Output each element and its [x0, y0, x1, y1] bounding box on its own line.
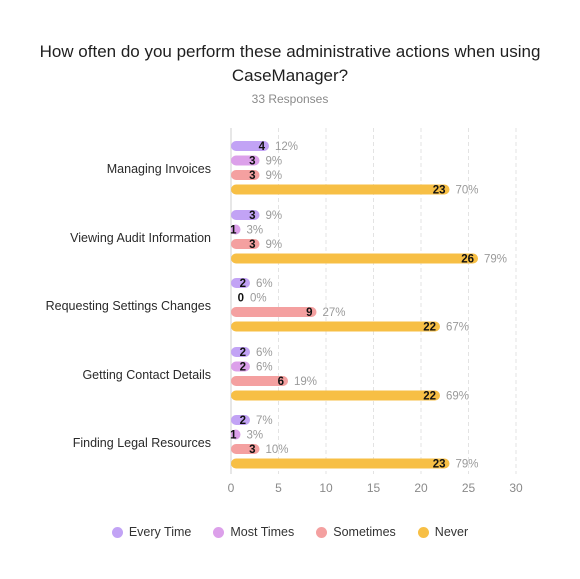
bar-percent-requesting-settings-changes-never: 67%	[446, 322, 469, 334]
bar-count-getting-contact-details-sometimes: 6	[278, 376, 284, 388]
bar-percent-requesting-settings-changes-every-time: 6%	[256, 278, 273, 290]
legend-label-every-time: Every Time	[128, 525, 192, 539]
legend-swatch-most-times	[213, 526, 225, 538]
legend-item-every-time: Every Time	[111, 525, 192, 539]
bar-percent-requesting-settings-changes-sometimes: 27%	[323, 307, 346, 319]
bar-percent-managing-invoices-every-time: 12%	[275, 141, 298, 153]
bar-count-managing-invoices-never: 23	[433, 185, 446, 197]
category-label-requesting-settings-changes: Requesting Settings Changes	[46, 299, 211, 313]
x-tick-label-25: 25	[462, 481, 476, 495]
bar-percent-managing-invoices-never: 70%	[456, 185, 479, 197]
bar-percent-requesting-settings-changes-most-times: 0%	[250, 293, 267, 305]
category-label-managing-invoices: Managing Invoices	[107, 162, 211, 176]
x-tick-label-10: 10	[319, 481, 333, 495]
legend-item-never: Never	[417, 525, 469, 539]
bar-percent-managing-invoices-sometimes: 9%	[266, 170, 283, 182]
bar-finding-legal-resources-every-time	[231, 415, 250, 425]
bar-getting-contact-details-every-time	[231, 347, 250, 357]
bar-count-viewing-audit-information-every-time: 3	[249, 210, 255, 222]
bar-count-managing-invoices-every-time: 4	[259, 141, 266, 153]
x-tick-label-15: 15	[367, 481, 381, 495]
bar-percent-getting-contact-details-every-time: 6%	[256, 347, 273, 359]
legend-swatch-sometimes	[316, 526, 328, 538]
bar-count-viewing-audit-information-sometimes: 3	[249, 239, 255, 251]
bar-percent-finding-legal-resources-most-times: 3%	[247, 430, 264, 442]
bar-count-getting-contact-details-never: 22	[423, 391, 436, 403]
bar-percent-finding-legal-resources-sometimes: 10%	[266, 444, 289, 456]
bar-count-requesting-settings-changes-every-time: 2	[240, 278, 246, 290]
bar-count-finding-legal-resources-never: 23	[433, 459, 446, 471]
bar-count-finding-legal-resources-sometimes: 3	[249, 444, 255, 456]
bar-count-managing-invoices-most-times: 3	[249, 156, 255, 168]
bar-count-viewing-audit-information-most-times: 1	[230, 225, 237, 237]
bar-count-requesting-settings-changes-never: 22	[423, 322, 436, 334]
category-label-finding-legal-resources: Finding Legal Resources	[73, 436, 211, 450]
x-tick-label-5: 5	[275, 481, 282, 495]
bar-managing-invoices-sometimes	[231, 170, 260, 180]
category-label-getting-contact-details: Getting Contact Details	[82, 368, 211, 382]
legend-item-sometimes: Sometimes	[316, 525, 396, 539]
bar-count-getting-contact-details-every-time: 2	[240, 347, 246, 359]
chart-legend: Every Time Most Times Sometimes Never	[0, 525, 580, 539]
bar-requesting-settings-changes-every-time	[231, 278, 250, 288]
bar-count-viewing-audit-information-never: 26	[461, 254, 474, 266]
bar-percent-viewing-audit-information-never: 79%	[484, 254, 507, 266]
chart-subtitle: 33 Responses	[251, 92, 329, 106]
bar-finding-legal-resources-sometimes	[231, 444, 260, 454]
bar-percent-managing-invoices-most-times: 9%	[266, 156, 283, 168]
bar-percent-getting-contact-details-sometimes: 19%	[294, 376, 317, 388]
bar-viewing-audit-information-never	[231, 253, 478, 264]
bar-managing-invoices-never	[231, 184, 450, 195]
bar-percent-finding-legal-resources-every-time: 7%	[256, 415, 273, 427]
x-tick-label-20: 20	[414, 481, 428, 495]
legend-label-most-times: Most Times	[230, 525, 295, 539]
bar-managing-invoices-every-time	[231, 141, 269, 151]
bar-requesting-settings-changes-sometimes	[231, 307, 317, 317]
bar-finding-legal-resources-never	[231, 458, 450, 469]
bar-requesting-settings-changes-never	[231, 321, 440, 332]
x-tick-label-30: 30	[509, 481, 523, 495]
bar-percent-viewing-audit-information-most-times: 3%	[247, 225, 264, 237]
bar-viewing-audit-information-most-times	[231, 224, 241, 235]
legend-swatch-never	[417, 526, 429, 538]
bar-getting-contact-details-sometimes	[231, 376, 288, 386]
bar-percent-viewing-audit-information-sometimes: 9%	[266, 239, 283, 251]
bar-count-finding-legal-resources-every-time: 2	[240, 415, 246, 427]
bar-percent-getting-contact-details-most-times: 6%	[256, 362, 273, 374]
bar-count-requesting-settings-changes-most-times: 0	[238, 293, 244, 305]
bar-count-getting-contact-details-most-times: 2	[240, 362, 246, 374]
bar-count-finding-legal-resources-most-times: 1	[230, 430, 237, 442]
legend-label-sometimes: Sometimes	[333, 525, 396, 539]
bar-finding-legal-resources-most-times	[231, 429, 241, 440]
bar-getting-contact-details-most-times	[231, 361, 250, 372]
legend-item-most-times: Most Times	[213, 525, 294, 539]
legend-label-never: Never	[434, 525, 469, 539]
x-tick-label-0: 0	[228, 481, 235, 495]
bar-percent-finding-legal-resources-never: 79%	[456, 459, 479, 471]
bar-count-requesting-settings-changes-sometimes: 9	[306, 307, 312, 319]
category-label-viewing-audit-information: Viewing Audit Information	[70, 231, 211, 245]
bar-viewing-audit-information-every-time	[231, 210, 260, 220]
bar-percent-getting-contact-details-never: 69%	[446, 391, 469, 403]
chart-title: How often do you perform these administr…	[39, 42, 541, 85]
bar-percent-viewing-audit-information-every-time: 9%	[266, 210, 283, 222]
bar-getting-contact-details-never	[231, 390, 440, 401]
bar-managing-invoices-most-times	[231, 155, 260, 166]
bar-viewing-audit-information-sometimes	[231, 239, 260, 249]
legend-swatch-every-time	[111, 526, 123, 538]
bar-count-managing-invoices-sometimes: 3	[249, 170, 255, 182]
